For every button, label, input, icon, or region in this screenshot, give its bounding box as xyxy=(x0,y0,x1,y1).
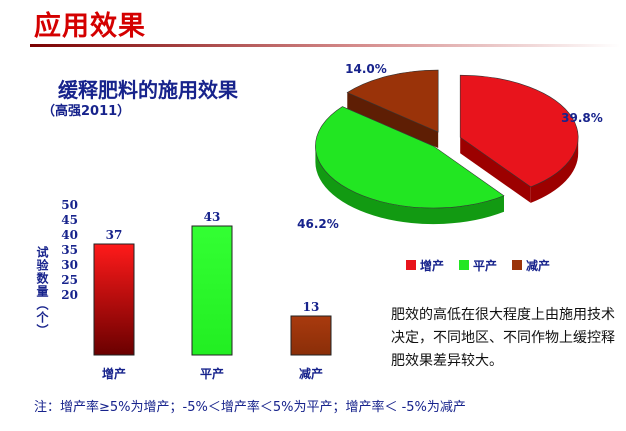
legend-label: 减产 xyxy=(526,258,550,273)
legend-swatch xyxy=(459,260,469,270)
legend-swatch xyxy=(512,260,522,270)
pie-pct-label: 14.0% xyxy=(345,62,387,76)
pie-slice-side xyxy=(530,137,579,203)
legend-label: 平产 xyxy=(473,258,497,273)
pie-slice-side xyxy=(315,146,504,225)
x-category-label: 增产 xyxy=(102,366,126,381)
title-divider xyxy=(30,44,620,47)
legend-label: 增产 xyxy=(420,258,444,273)
pie-slice-1 xyxy=(315,106,505,209)
bar-chart-y-axis-label: 试验数量（个） xyxy=(35,246,49,337)
y-tick-label: 20 xyxy=(61,288,78,302)
y-tick-label: 30 xyxy=(61,258,78,272)
section-title: 缓释肥料的施用效果 xyxy=(58,78,238,102)
footnote: 注：增产率≥5%为增产；-5%＜增产率＜5%为平产；增产率＜ -5%为减产 xyxy=(34,400,466,415)
pie-pct-label: 39.8% xyxy=(561,111,603,125)
bar-value-label: 43 xyxy=(204,210,221,224)
pie-slice-wall xyxy=(347,92,439,149)
page-title: 应用效果 xyxy=(34,11,146,42)
y-tick-label: 50 xyxy=(61,198,78,212)
bar-value-label: 13 xyxy=(303,300,320,314)
bar-value-label: 37 xyxy=(106,228,123,242)
note-text: 肥效的高低在很大程度上由施用技术决定，不同地区、不同作物上缓控释肥效果差异较大。 xyxy=(391,307,615,369)
y-tick-label: 45 xyxy=(61,213,78,227)
pie-slice-0 xyxy=(459,74,579,188)
pie-slice-wall xyxy=(460,137,531,203)
y-tick-label: 35 xyxy=(61,243,78,257)
x-category-label: 平产 xyxy=(200,366,224,381)
pie-slice-2 xyxy=(346,69,439,133)
section-subtitle: （高强2011） xyxy=(42,104,131,119)
y-tick-label: 25 xyxy=(61,273,78,287)
bar-1 xyxy=(191,225,233,356)
pie-pct-label: 46.2% xyxy=(297,217,339,231)
bar-2 xyxy=(290,315,332,356)
bar-0 xyxy=(93,243,135,356)
legend-swatch xyxy=(406,260,416,270)
y-tick-label: 40 xyxy=(61,228,78,242)
x-category-label: 减产 xyxy=(299,366,323,381)
pie-chart: 39.8% 46.2% 14.0% 增产 平产 减产 xyxy=(297,62,603,273)
